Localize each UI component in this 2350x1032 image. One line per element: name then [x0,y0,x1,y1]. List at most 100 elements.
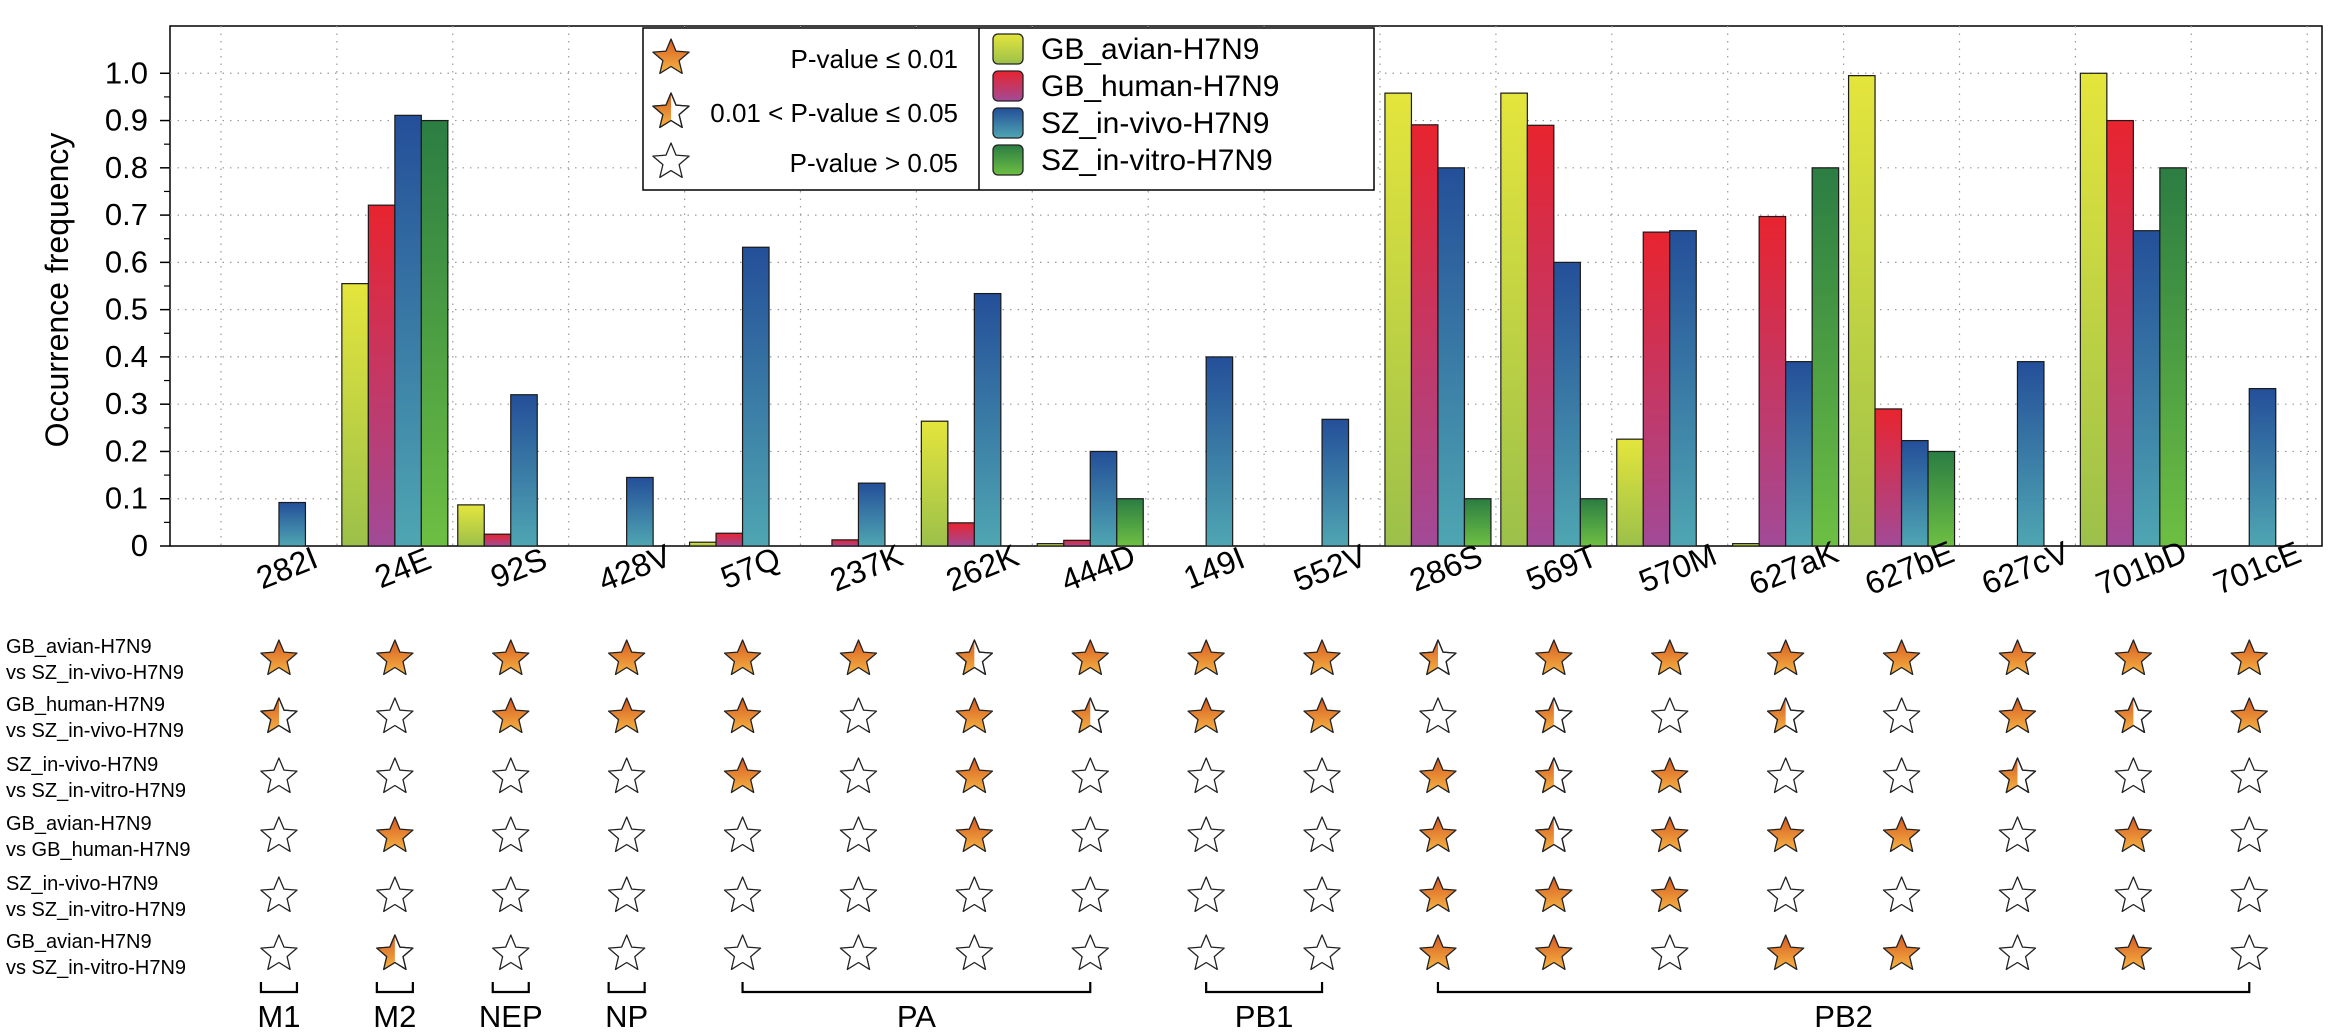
star-2-92S [492,757,530,794]
star-4-627bE [1882,876,1921,913]
x-tick-label: 24E [370,540,436,595]
star-1-24E [376,697,414,734]
star-3-92S [492,816,530,853]
legend-star-half [652,92,690,129]
star-5-552V [1303,934,1341,971]
bar-SZ_in-vivo-H7N9-627bE [1900,439,1929,547]
bracket-NEP: NEP [479,982,543,1032]
star-1-627aK [1766,697,1805,734]
bar-GB_avian-H7N9-627aK [1732,543,1760,547]
star-1-282I [260,697,298,734]
bar-SZ_in-vivo-H7N9-282I [278,501,307,547]
star-2-237K [839,757,878,794]
bar-GB_human-H7N9-444D [1063,539,1091,547]
star-1-428V [607,697,646,734]
y-axis-label: Occurrence frequency [39,133,75,448]
star-5-282I [260,934,298,971]
comparison-label-line2: vs SZ_in-vivo-H7N9 [6,720,184,742]
protein-label: PA [897,999,936,1032]
star-2-701cE [2230,757,2268,794]
star-4-569T [1535,876,1573,913]
star-0-701bD [2114,639,2153,676]
bar-GB_human-H7N9-627aK [1758,215,1787,547]
star-4-282I [260,876,298,913]
bar-GB_avian-H7N9-57Q [688,541,717,547]
star-5-57Q [723,934,762,971]
star-4-627aK [1766,876,1805,913]
star-3-701bD [2114,816,2153,853]
bar-SZ_in-vivo-H7N9-627cV [2016,361,2045,547]
star-0-627bE [1882,639,1921,676]
star-4-24E [376,876,414,913]
star-3-552V [1303,816,1341,853]
legend-star-full [652,38,690,75]
star-2-262K [955,757,994,794]
legend-swatch [992,107,1024,139]
bar-SZ_in-vivo-H7N9-701cE [2248,387,2277,547]
bar-SZ_in-vitro-H7N9-444D [1116,498,1144,547]
star-4-701cE [2230,876,2268,913]
star-4-57Q [723,876,762,913]
star-1-570M [1651,697,1689,734]
comparison-label-line1: GB_avian-H7N9 [6,636,152,658]
star-5-262K [955,934,994,971]
star-5-569T [1535,934,1573,971]
star-1-569T [1535,697,1573,734]
bar-GB_avian-H7N9-444D [1036,543,1065,547]
x-tick-label: 149I [1178,539,1249,596]
bar-SZ_in-vivo-H7N9-701bD [2132,230,2161,547]
star-2-282I [260,757,298,794]
legend-series-label: SZ_in-vivo-H7N9 [1041,107,1269,140]
star-2-428V [607,757,646,794]
star-4-237K [839,876,878,913]
bar-SZ_in-vivo-H7N9-24E [394,114,422,547]
star-5-627cV [1998,934,2037,971]
star-3-428V [607,816,646,853]
star-0-570M [1651,639,1689,676]
star-1-92S [492,697,530,734]
protein-label: NP [605,999,648,1032]
star-1-552V [1303,697,1341,734]
bar-SZ_in-vivo-H7N9-237K [857,482,886,547]
bar-SZ_in-vitro-H7N9-286S [1463,498,1492,547]
star-4-570M [1651,876,1689,913]
star-2-552V [1303,757,1341,794]
bar-SZ_in-vivo-H7N9-552V [1321,418,1350,547]
star-2-569T [1535,757,1573,794]
y-tick-label: 0.8 [105,150,148,185]
star-4-92S [492,876,530,913]
bar-SZ_in-vivo-H7N9-57Q [741,246,770,547]
star-5-149I [1187,934,1225,971]
star-1-237K [839,697,878,734]
star-2-444D [1071,757,1109,794]
protein-brackets: M1 M2 NEP NP PA PB1 PB2 [257,982,2251,1032]
star-5-92S [492,934,530,971]
protein-label: PB1 [1235,999,1294,1032]
star-4-286S [1419,876,1457,913]
star-5-24E [376,934,414,971]
star-5-627bE [1882,934,1921,971]
bar-GB_avian-H7N9-92S [457,504,485,547]
x-tick-label: 57Q [716,540,786,596]
star-5-444D [1071,934,1109,971]
star-3-570M [1651,816,1689,853]
bar-GB_avian-H7N9-286S [1384,92,1413,547]
bar-SZ_in-vivo-H7N9-570M [1669,230,1697,547]
star-5-286S [1419,934,1457,971]
star-2-627bE [1882,757,1921,794]
star-3-444D [1071,816,1109,853]
comparison-label-line2: vs SZ_in-vitro-H7N9 [6,957,186,979]
star-4-701bD [2114,876,2153,913]
bar-GB_human-H7N9-569T [1526,124,1555,547]
gridlines [170,26,2322,546]
star-2-627aK [1766,757,1805,794]
star-3-627bE [1882,816,1921,853]
x-tick-label: 282I [251,539,322,596]
star-4-262K [955,876,994,913]
star-3-149I [1187,816,1225,853]
star-0-428V [607,639,646,676]
comparison-label-line2: vs SZ_in-vivo-H7N9 [6,662,184,684]
star-5-237K [839,934,878,971]
bar-GB_avian-H7N9-262K [920,420,949,547]
